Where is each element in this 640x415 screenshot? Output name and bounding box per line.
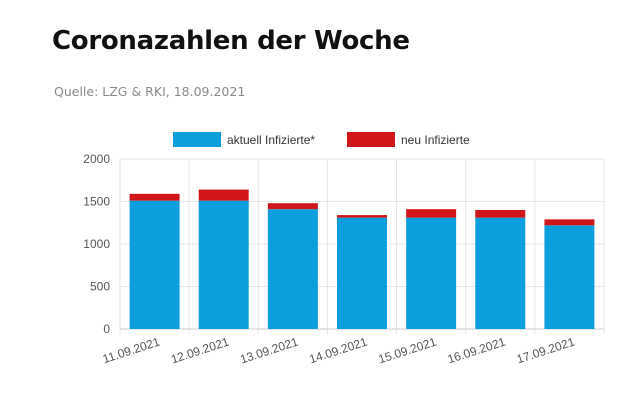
x-tick-label: 17.09.2021 <box>515 334 577 366</box>
legend-swatch-neu <box>347 132 395 147</box>
x-tick-label: 11.09.2021 <box>101 334 162 366</box>
bar-segment-neu <box>406 209 457 218</box>
y-tick-label: 1000 <box>83 237 110 251</box>
x-axis: 11.09.2021 12.09.2021 13.09.2021 14.09.2021… <box>101 334 577 366</box>
x-tick-label: 13.09.2021 <box>238 334 300 366</box>
y-tick-label: 2000 <box>83 152 110 166</box>
bar-segment-aktuell <box>544 225 595 329</box>
bar-segment-aktuell <box>129 200 180 329</box>
y-tick-label: 0 <box>103 322 110 336</box>
y-axis: 0 500 1000 1500 2000 <box>83 152 110 336</box>
x-tick-label: 16.09.2021 <box>446 334 508 366</box>
source-note: Quelle: LZG & RKI, 18.09.2021 <box>54 84 246 99</box>
x-tick-label: 14.09.2021 <box>307 334 369 366</box>
bar-segment-neu <box>337 215 387 218</box>
bar-segment-aktuell <box>267 209 318 329</box>
legend-swatch-aktuell <box>173 132 221 147</box>
legend: aktuell Infizierte* neu Infizierte <box>173 132 470 147</box>
bar-segment-neu <box>198 189 249 201</box>
bar-segment-aktuell <box>337 217 387 329</box>
y-tick-label: 500 <box>90 280 110 294</box>
legend-label-aktuell: aktuell Infizierte* <box>227 133 315 147</box>
bar-segment-aktuell <box>406 217 457 329</box>
y-tick-label: 1500 <box>83 195 110 209</box>
bar-segment-neu <box>129 193 180 201</box>
bar-segment-aktuell <box>475 217 526 329</box>
x-tick-label: 15.09.2021 <box>377 334 439 366</box>
bar-segment-neu <box>544 219 595 226</box>
bar-segment-neu <box>267 203 318 210</box>
legend-label-neu: neu Infizierte <box>401 133 470 147</box>
bars <box>129 189 595 329</box>
bar-segment-neu <box>475 210 526 218</box>
bar-segment-aktuell <box>198 200 249 329</box>
x-tick-label: 12.09.2021 <box>169 334 231 366</box>
page-title: Coronazahlen der Woche <box>52 26 410 56</box>
